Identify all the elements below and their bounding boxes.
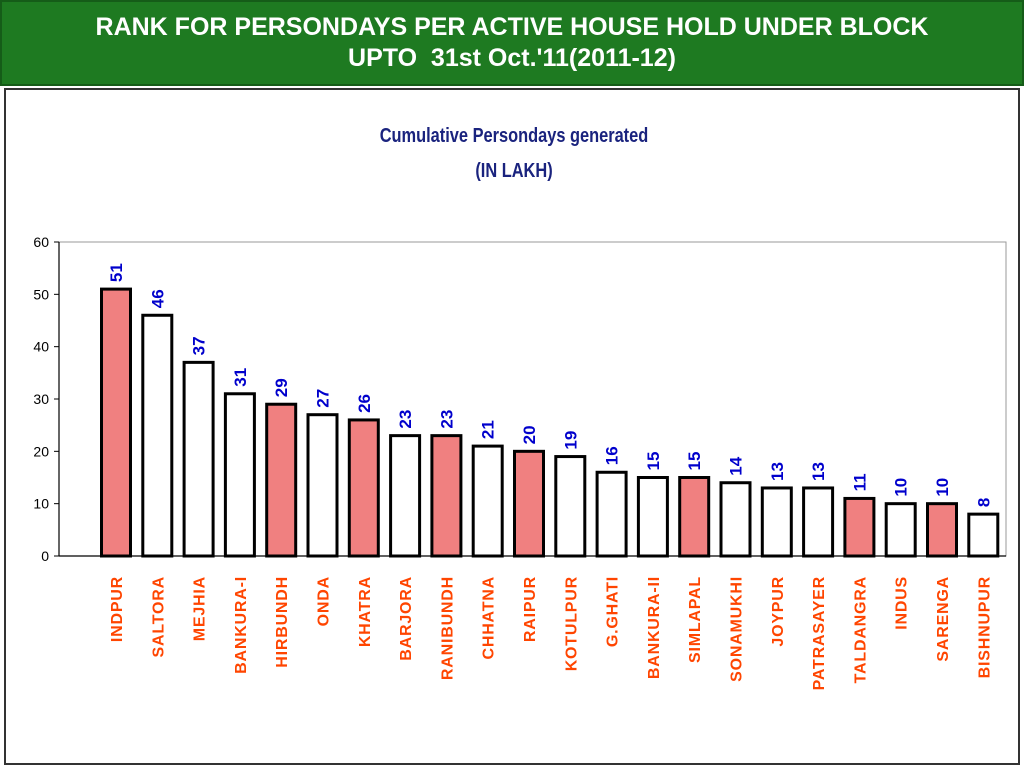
bar (306, 413, 339, 558)
bar (513, 449, 545, 558)
bar (141, 313, 174, 558)
y-tick-label: 20 (33, 443, 49, 459)
category-label: ONDA (316, 576, 333, 626)
chart-subtitle: (IN LAKH) (475, 158, 552, 181)
bar-chart: Cumulative Persondays generated (IN LAKH… (33, 123, 1007, 690)
y-tick-label: 60 (33, 234, 49, 250)
y-tick-label: 0 (41, 548, 49, 564)
bar-value-label: 23 (437, 410, 456, 429)
category-label: TALDANGRA (852, 576, 869, 683)
bar-value-label: 26 (355, 394, 374, 413)
slide-title-line-2: UPTO 31st Oct.'11(2011-12) (348, 44, 676, 72)
category-label: KHATRA (357, 576, 374, 647)
bar (182, 360, 215, 558)
chart-bars (100, 287, 1000, 558)
bar-value-label: 10 (892, 478, 911, 497)
bar (719, 481, 752, 558)
category-label: BANKURA-II (646, 576, 663, 679)
bar-value-label: 13 (768, 462, 787, 481)
category-label: BARJORA (398, 576, 415, 661)
category-label: BANKURA-I (233, 576, 250, 674)
category-label: SIMLAPAL (687, 576, 704, 663)
category-label: PATRASAYER (811, 576, 828, 690)
bar-value-label: 27 (314, 389, 333, 408)
bar-value-label: 23 (396, 410, 415, 429)
category-label: G.GHATI (605, 576, 622, 647)
category-label: BISHNUPUR (976, 576, 993, 678)
bar-value-label: 29 (272, 378, 291, 397)
category-label: HIRBUNDH (274, 576, 291, 668)
bar (265, 402, 298, 558)
y-tick-label: 50 (33, 286, 49, 302)
bar (223, 392, 256, 558)
bar (678, 476, 711, 558)
category-label: RAIPUR (522, 576, 539, 642)
category-label: SALTORA (150, 576, 167, 657)
category-label: JOYPUR (770, 576, 787, 647)
bar (843, 496, 876, 558)
y-tick-label: 10 (33, 496, 49, 512)
bar-value-label: 31 (231, 368, 250, 387)
bar (884, 502, 917, 558)
bar-value-label: 20 (520, 425, 539, 444)
category-label: SARENGA (935, 576, 952, 662)
bar (802, 486, 835, 558)
bar (967, 512, 1000, 558)
chart-frame: Cumulative Persondays generated (IN LAKH… (4, 88, 1020, 765)
category-label: INDPUR (109, 576, 126, 642)
category-label: MEJHIA (192, 576, 209, 641)
slide-header: RANK FOR PERSONDAYS PER ACTIVE HOUSE HOL… (0, 0, 1024, 86)
bar-value-label: 51 (107, 263, 126, 282)
bar-value-label: 15 (685, 452, 704, 471)
bar-value-label: 15 (644, 452, 663, 471)
bar-value-label: 19 (561, 431, 580, 450)
chart-value-labels: 51 46 37 31 29 27 26 23 23 21 20 19 16 15 15 14 13 13 11 10… (107, 263, 993, 507)
y-tick-label: 40 (33, 339, 49, 355)
chart-title: Cumulative Persondays generated (380, 123, 649, 146)
bar-value-label: 16 (603, 446, 622, 465)
bar-value-label: 10 (933, 478, 952, 497)
bar (389, 434, 422, 558)
bar (636, 476, 669, 558)
bar (347, 418, 380, 558)
bar-value-label: 13 (809, 462, 828, 481)
slide-title-line-1: RANK FOR PERSONDAYS PER ACTIVE HOUSE HOL… (95, 13, 929, 41)
bar-value-label: 46 (148, 289, 167, 308)
bar-value-label: 21 (479, 420, 498, 439)
bar-value-label: 8 (974, 498, 993, 507)
bar (430, 434, 463, 558)
bar (554, 455, 587, 558)
category-label: RANIBUNDH (439, 576, 456, 680)
category-label: SONAMUKHI (729, 576, 746, 682)
bar (595, 470, 628, 558)
bar (100, 287, 132, 558)
category-label: CHHATNA (481, 576, 498, 660)
bar (926, 502, 958, 558)
bar-value-label: 14 (727, 456, 746, 475)
bar (760, 486, 793, 558)
category-label: KOTULPUR (563, 576, 580, 671)
category-label: INDUS (894, 576, 911, 630)
bar (471, 444, 504, 558)
bar-value-label: 37 (190, 336, 209, 355)
chart-category-labels: INDPUR SALTORA MEJHIA BANKURA-I HIRBUNDH ONDA… (109, 576, 993, 690)
y-tick-label: 30 (33, 391, 49, 407)
bar-value-label: 11 (850, 473, 869, 491)
